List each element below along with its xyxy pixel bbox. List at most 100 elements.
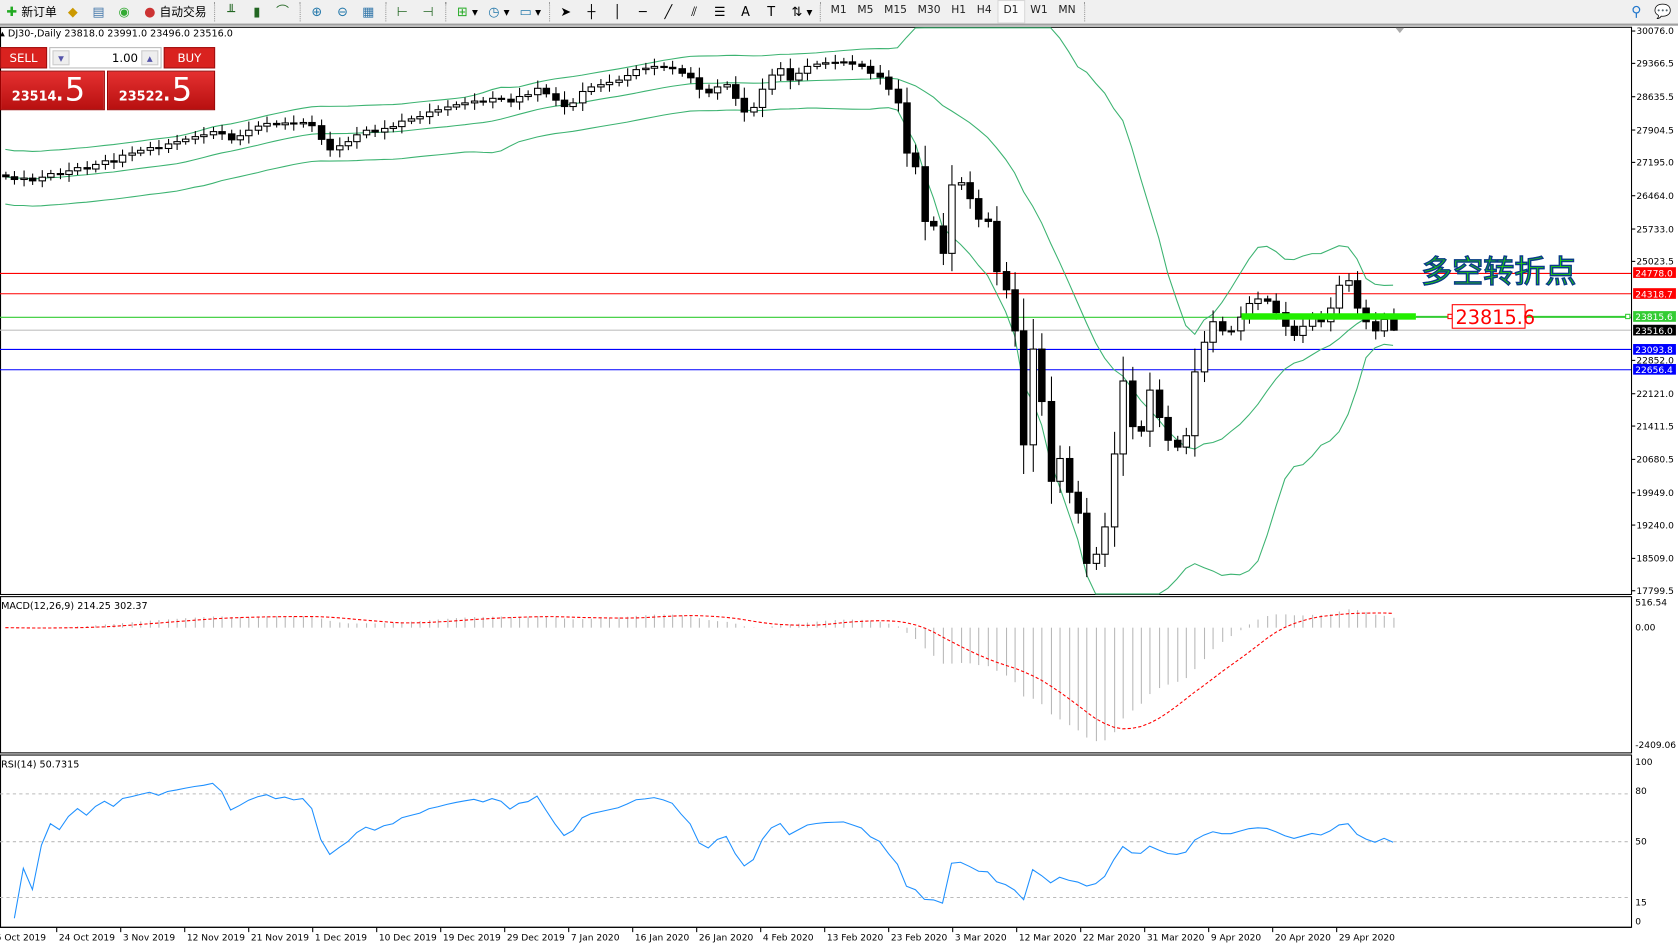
templates-button[interactable]: ▭ ▾ [519,4,542,20]
buy-button[interactable]: BUY [163,47,216,69]
signals-button[interactable]: ◉ [112,1,138,22]
vertical-line-button[interactable]: │ [605,1,631,22]
candle-body [1137,426,1146,432]
bar-chart-button[interactable]: ╨ [219,1,245,22]
candle-body [290,122,298,125]
price-line-tag [1633,267,1676,278]
date-label: 5 Oct 2019 [0,934,46,944]
chart-shift-button[interactable]: ⊣ [416,1,442,22]
candle-body [552,93,560,101]
candle [885,70,893,96]
candlestick-icon: ▮ [253,4,261,20]
candle-body [344,141,353,147]
candle [1191,348,1199,457]
candle-chart-button[interactable]: ▮ [245,1,271,22]
candle-body [65,170,73,176]
timeframe-d1[interactable]: D1 [997,0,1025,24]
timeframe-m1[interactable]: M1 [830,4,847,17]
candle-body [1345,280,1353,286]
collapse-icon[interactable]: ▴ [0,28,8,40]
horizontal-line-button[interactable]: ─ [631,1,657,22]
timeframe-h1[interactable]: H1 [951,4,967,17]
lot-increase-button[interactable]: ▲ [141,50,159,66]
candle [326,131,334,157]
trendline-icon: ╱ [664,4,673,20]
macd-tick-label: 516.54 [1635,599,1667,609]
text-button[interactable]: A [734,1,760,22]
lot-input[interactable] [71,49,139,67]
tile-windows-button[interactable]: ▦ [356,1,382,22]
date-label: 29 Apr 2020 [1339,934,1395,944]
candle [813,60,821,70]
bollinger-lower [5,107,1394,595]
candle-body [1191,371,1199,437]
ask-price-button[interactable]: 23522 .5 [107,70,216,111]
search-icon[interactable]: ⚲ [1631,3,1642,20]
candle [1200,330,1209,383]
chat-icon[interactable]: 💬 [1654,3,1672,20]
candle [650,58,659,76]
candle-body [605,81,614,86]
candle [47,169,55,181]
date-label: 23 Feb 2020 [891,934,948,944]
rsi-tick-label: 80 [1635,787,1647,797]
line-chart-button[interactable]: ⌒ [271,1,297,22]
price-line-tag-label: 24318.7 [1635,290,1673,300]
candle [181,135,190,145]
candle-body [1237,316,1245,332]
candle [353,126,361,149]
candle [894,79,903,112]
terminal-button[interactable]: ▤ [87,1,113,22]
lot-decrease-button[interactable]: ▼ [52,50,70,66]
cursor-button[interactable]: ➤ [554,1,580,22]
divider [445,2,447,22]
auto-scroll-button[interactable]: ⊢ [391,1,417,22]
candle-body [92,163,100,170]
candle-body [1227,330,1236,333]
candle-body [1101,526,1109,555]
crosshair-button[interactable]: ┼ [580,1,606,22]
date-label: 7 Jan 2020 [571,934,620,944]
zoom-out-button[interactable]: ⊖ [331,1,357,22]
auto-trading-button[interactable]: ● 自动交易 [138,1,211,22]
zoom-in-button[interactable]: ⊕ [305,1,331,22]
candle-body [353,134,361,143]
timeframe-w1[interactable]: W1 [1030,4,1048,17]
macd-pane [0,596,1633,754]
candle [732,76,740,106]
candle-body [1164,416,1172,441]
arrows-button[interactable]: ⇅ ▾ [785,1,817,22]
indicators-button[interactable]: ⊞ ▾ [451,1,483,22]
price-tick-label: 30076.0 [1636,27,1674,37]
text-label-button[interactable]: T [759,1,785,22]
candle-body [317,125,326,140]
candle [371,124,379,137]
timeframe-m30[interactable]: M30 [917,4,941,17]
crosshair-icon: ┼ [587,4,596,20]
price-tick-label: 22852.0 [1636,357,1674,367]
timeframe-mn[interactable]: MN [1058,4,1076,17]
candle [308,115,316,132]
new-order-button[interactable]: ✚ 新订单 [0,1,61,22]
bid-price-button[interactable]: 23514 .5 [0,70,105,111]
rsi-tick-label: 0 [1635,918,1641,928]
timeframe-m5[interactable]: M5 [857,4,874,17]
date-label: 4 Feb 2020 [763,934,814,944]
candle [1083,497,1091,578]
trendline-button[interactable]: ╱ [657,1,683,22]
candle [191,130,200,145]
candle [713,79,722,100]
candle-body [1335,284,1344,309]
history-button[interactable]: ◆ [61,1,87,22]
candle-body [407,118,416,122]
channel-button[interactable]: ⫽ [682,1,708,22]
ask-price: 23522 [118,88,164,104]
fibonacci-button[interactable]: ☰ [708,1,734,22]
sell-button[interactable]: SELL [0,47,48,69]
candle [1290,320,1299,341]
candle [1146,372,1154,447]
timeframe-h4[interactable]: H4 [976,4,992,17]
periods-button[interactable]: ◷ ▾ [488,4,510,20]
timeframe-m15[interactable]: M15 [884,4,907,17]
